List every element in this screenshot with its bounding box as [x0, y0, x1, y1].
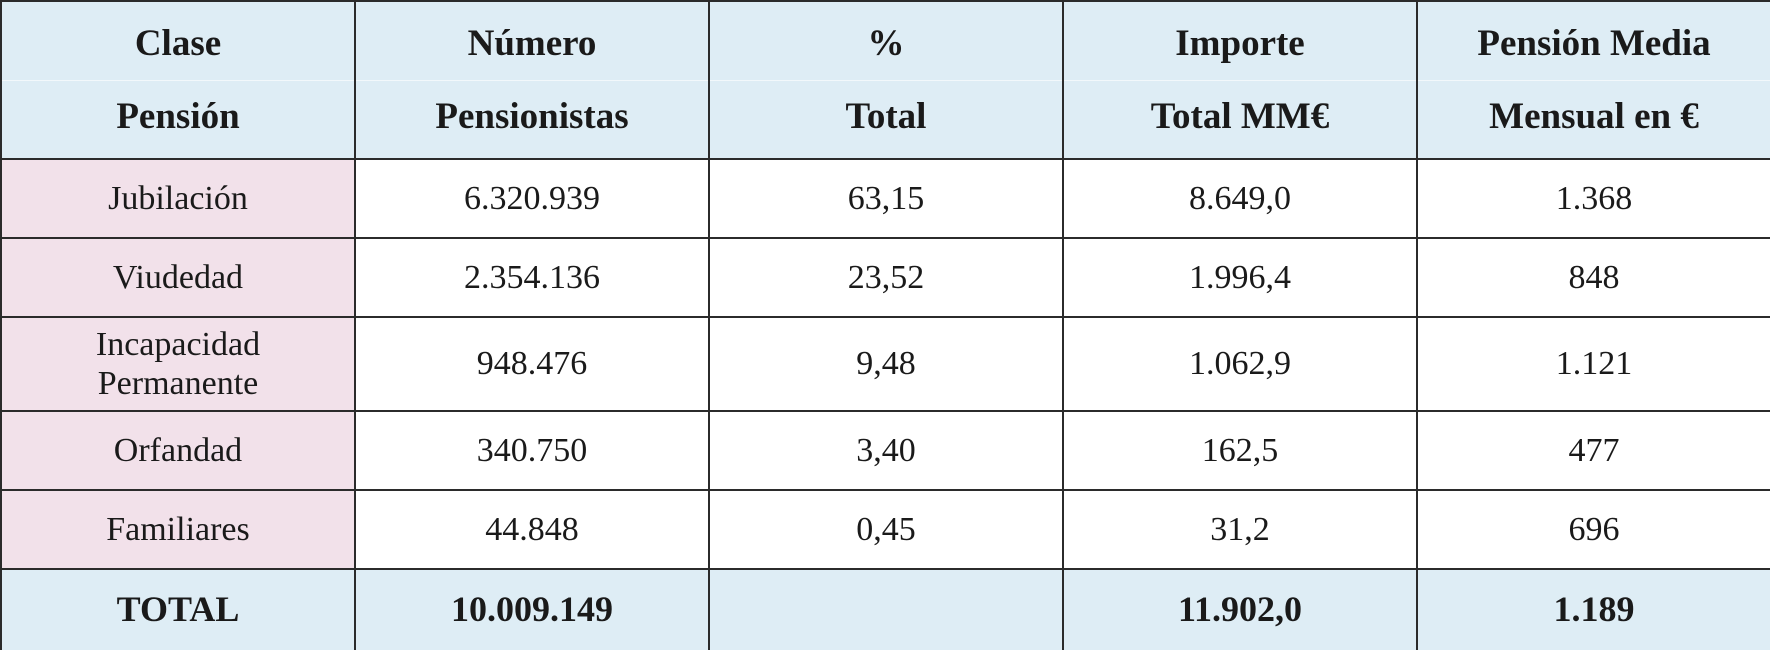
header-cell: Total — [708, 79, 1064, 160]
row-label: Viudedad — [0, 237, 356, 318]
total-cell: 1.189 — [1416, 568, 1770, 650]
cell: 477 — [1416, 410, 1770, 491]
header-cell: Mensual en € — [1416, 79, 1770, 160]
cell: 696 — [1416, 489, 1770, 570]
cell: 6.320.939 — [354, 158, 710, 239]
header-row: Pensión Pensionistas Total Total MM€ Mensual… — [0, 79, 1770, 160]
row-label: Orfandad — [0, 410, 356, 491]
header-cell: Pensión Media — [1416, 0, 1770, 81]
data-row: Incapacidad Permanente 948.476 9,48 1.062,9… — [0, 316, 1770, 412]
total-label: TOTAL — [0, 568, 356, 650]
cell: 1.062,9 — [1062, 316, 1418, 412]
header-cell: Clase — [0, 0, 356, 81]
header-row: Clase Número% Importe Pensión Media — [0, 0, 1770, 81]
data-row: Viudedad 2.354.136 23,52 1.996,4 848 — [0, 237, 1770, 318]
cell: 9,48 — [708, 316, 1064, 412]
table-body: Jubilación 6.320.939 63,15 8.649,0 1.368 Viud… — [0, 158, 1770, 650]
cell: 1.121 — [1416, 316, 1770, 412]
row-label: Jubilación — [0, 158, 356, 239]
cell: 848 — [1416, 237, 1770, 318]
cell: 2.354.136 — [354, 237, 710, 318]
cell: 0,45 — [708, 489, 1064, 570]
cell: 3,40 — [708, 410, 1064, 491]
header-cell: Pensionistas — [354, 79, 710, 160]
cell: 31,2 — [1062, 489, 1418, 570]
cell: 1.368 — [1416, 158, 1770, 239]
cell: 8.649,0 — [1062, 158, 1418, 239]
cell: 340.750 — [354, 410, 710, 491]
total-empty-cell — [708, 568, 1064, 650]
cell: 63,15 — [708, 158, 1064, 239]
header-cell: Pensión — [0, 79, 356, 160]
header-cell: Importe — [1062, 0, 1418, 81]
cell: 162,5 — [1062, 410, 1418, 491]
data-row: Orfandad 340.750 3,40 162,5 477 — [0, 410, 1770, 491]
header-cell: Número — [354, 0, 710, 81]
total-row: TOTAL 10.009.149 11.902,0 1.189 — [0, 568, 1770, 650]
total-cell: 10.009.149 — [354, 568, 710, 650]
data-row: Jubilación 6.320.939 63,15 8.649,0 1.368 — [0, 158, 1770, 239]
table-header: Clase Número% Importe Pensión Media Pensión P… — [0, 0, 1770, 160]
cell: 44.848 — [354, 489, 710, 570]
header-cell: % — [708, 0, 1064, 81]
cell: 948.476 — [354, 316, 710, 412]
data-row: Familiares 44.848 0,45 31,2 696 — [0, 489, 1770, 570]
cell: 23,52 — [708, 237, 1064, 318]
row-label: Familiares — [0, 489, 356, 570]
cell: 1.996,4 — [1062, 237, 1418, 318]
row-label: Incapacidad Permanente — [0, 316, 356, 412]
total-cell: 11.902,0 — [1062, 568, 1418, 650]
header-cell: Total MM€ — [1062, 79, 1418, 160]
